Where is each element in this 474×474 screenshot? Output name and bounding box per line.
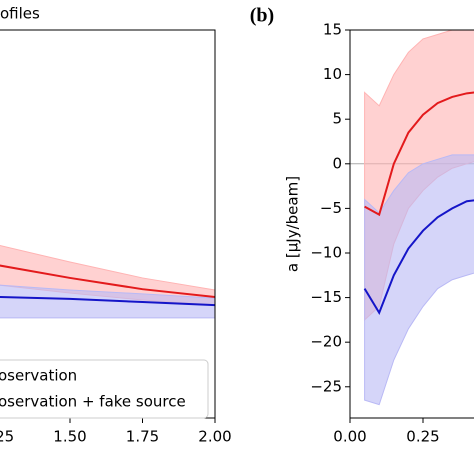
x-tick-label: 1.50 (53, 428, 86, 446)
panel-label: (b) (250, 5, 274, 27)
plot-area (350, 30, 474, 406)
x-tick-label: 1.75 (126, 428, 159, 446)
legend-label: oservation + fake source (0, 393, 186, 411)
x-tick-label: 0.00 (333, 428, 366, 446)
series-line (363, 199, 474, 316)
x-tick-label: 1.25 (0, 428, 14, 446)
series-line (364, 91, 474, 217)
y-axis-label: a [μJy/beam] (284, 176, 302, 272)
y-tick-label: −25 (310, 377, 342, 395)
legend-label: oservation (0, 367, 77, 385)
plot-area (0, 245, 215, 319)
chart-title: ofiles (0, 5, 40, 23)
series-line (0, 296, 215, 307)
y-tick-label: −5 (320, 199, 342, 217)
band (364, 154, 474, 406)
y-tick-label: 10 (323, 65, 342, 83)
x-tick-label: 0.25 (406, 428, 439, 446)
legend-box (0, 359, 209, 419)
y-tick-label: 0 (332, 154, 342, 172)
x-tick-label: 2.00 (198, 428, 231, 446)
y-tick-label: −10 (310, 243, 342, 261)
series-line (0, 264, 215, 298)
y-tick-label: −20 (310, 333, 342, 351)
y-tick-label: 15 (323, 21, 342, 39)
band (0, 284, 215, 319)
y-tick-label: 5 (332, 110, 342, 128)
y-tick-label: −15 (310, 288, 342, 306)
